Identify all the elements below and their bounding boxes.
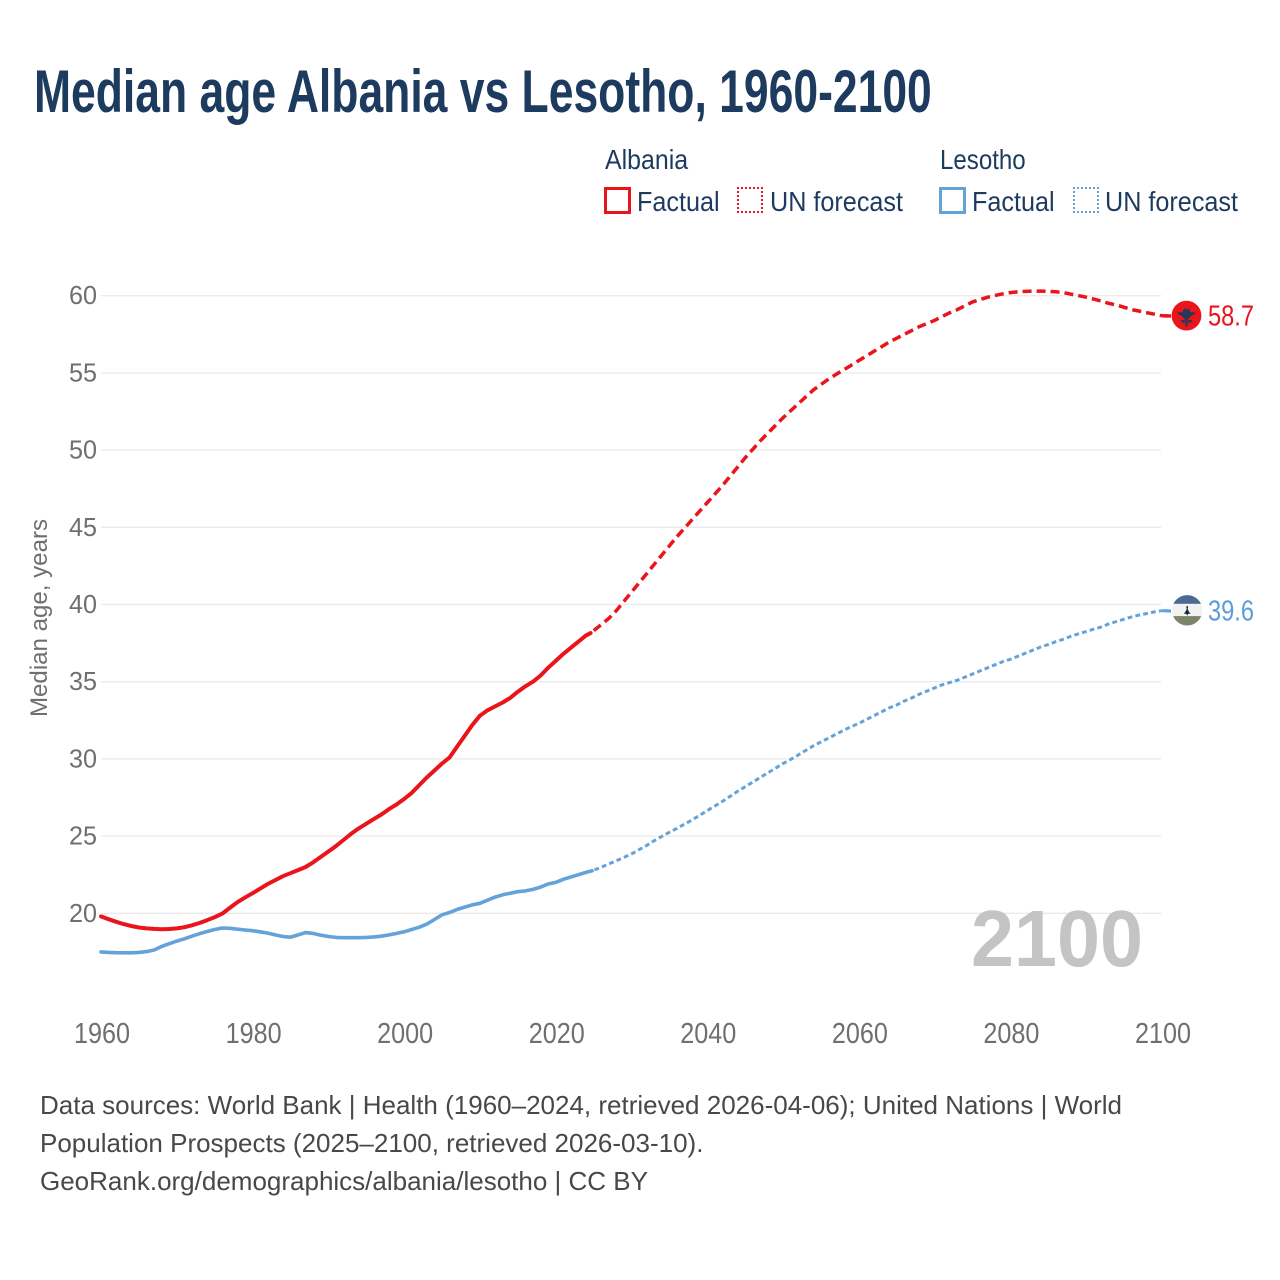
svg-text:30: 30 [69,743,97,773]
svg-text:1980: 1980 [226,1018,282,1050]
svg-text:1960: 1960 [74,1018,130,1050]
svg-text:2100: 2100 [971,894,1143,983]
svg-text:50: 50 [69,435,97,465]
svg-text:25: 25 [69,821,97,851]
svg-text:2080: 2080 [983,1018,1039,1050]
svg-text:39.6: 39.6 [1208,596,1254,628]
svg-text:45: 45 [69,512,97,542]
svg-text:35: 35 [69,666,97,696]
svg-text:Median age, years: Median age, years [26,519,53,717]
svg-text:2040: 2040 [680,1018,736,1050]
svg-text:2100: 2100 [1135,1018,1191,1050]
svg-text:2020: 2020 [529,1018,585,1050]
svg-text:40: 40 [69,589,97,619]
svg-text:60: 60 [69,280,97,310]
svg-text:58.7: 58.7 [1208,301,1254,333]
svg-text:55: 55 [69,357,97,387]
svg-text:20: 20 [69,898,97,928]
svg-text:2060: 2060 [832,1018,888,1050]
svg-text:2000: 2000 [377,1018,433,1050]
